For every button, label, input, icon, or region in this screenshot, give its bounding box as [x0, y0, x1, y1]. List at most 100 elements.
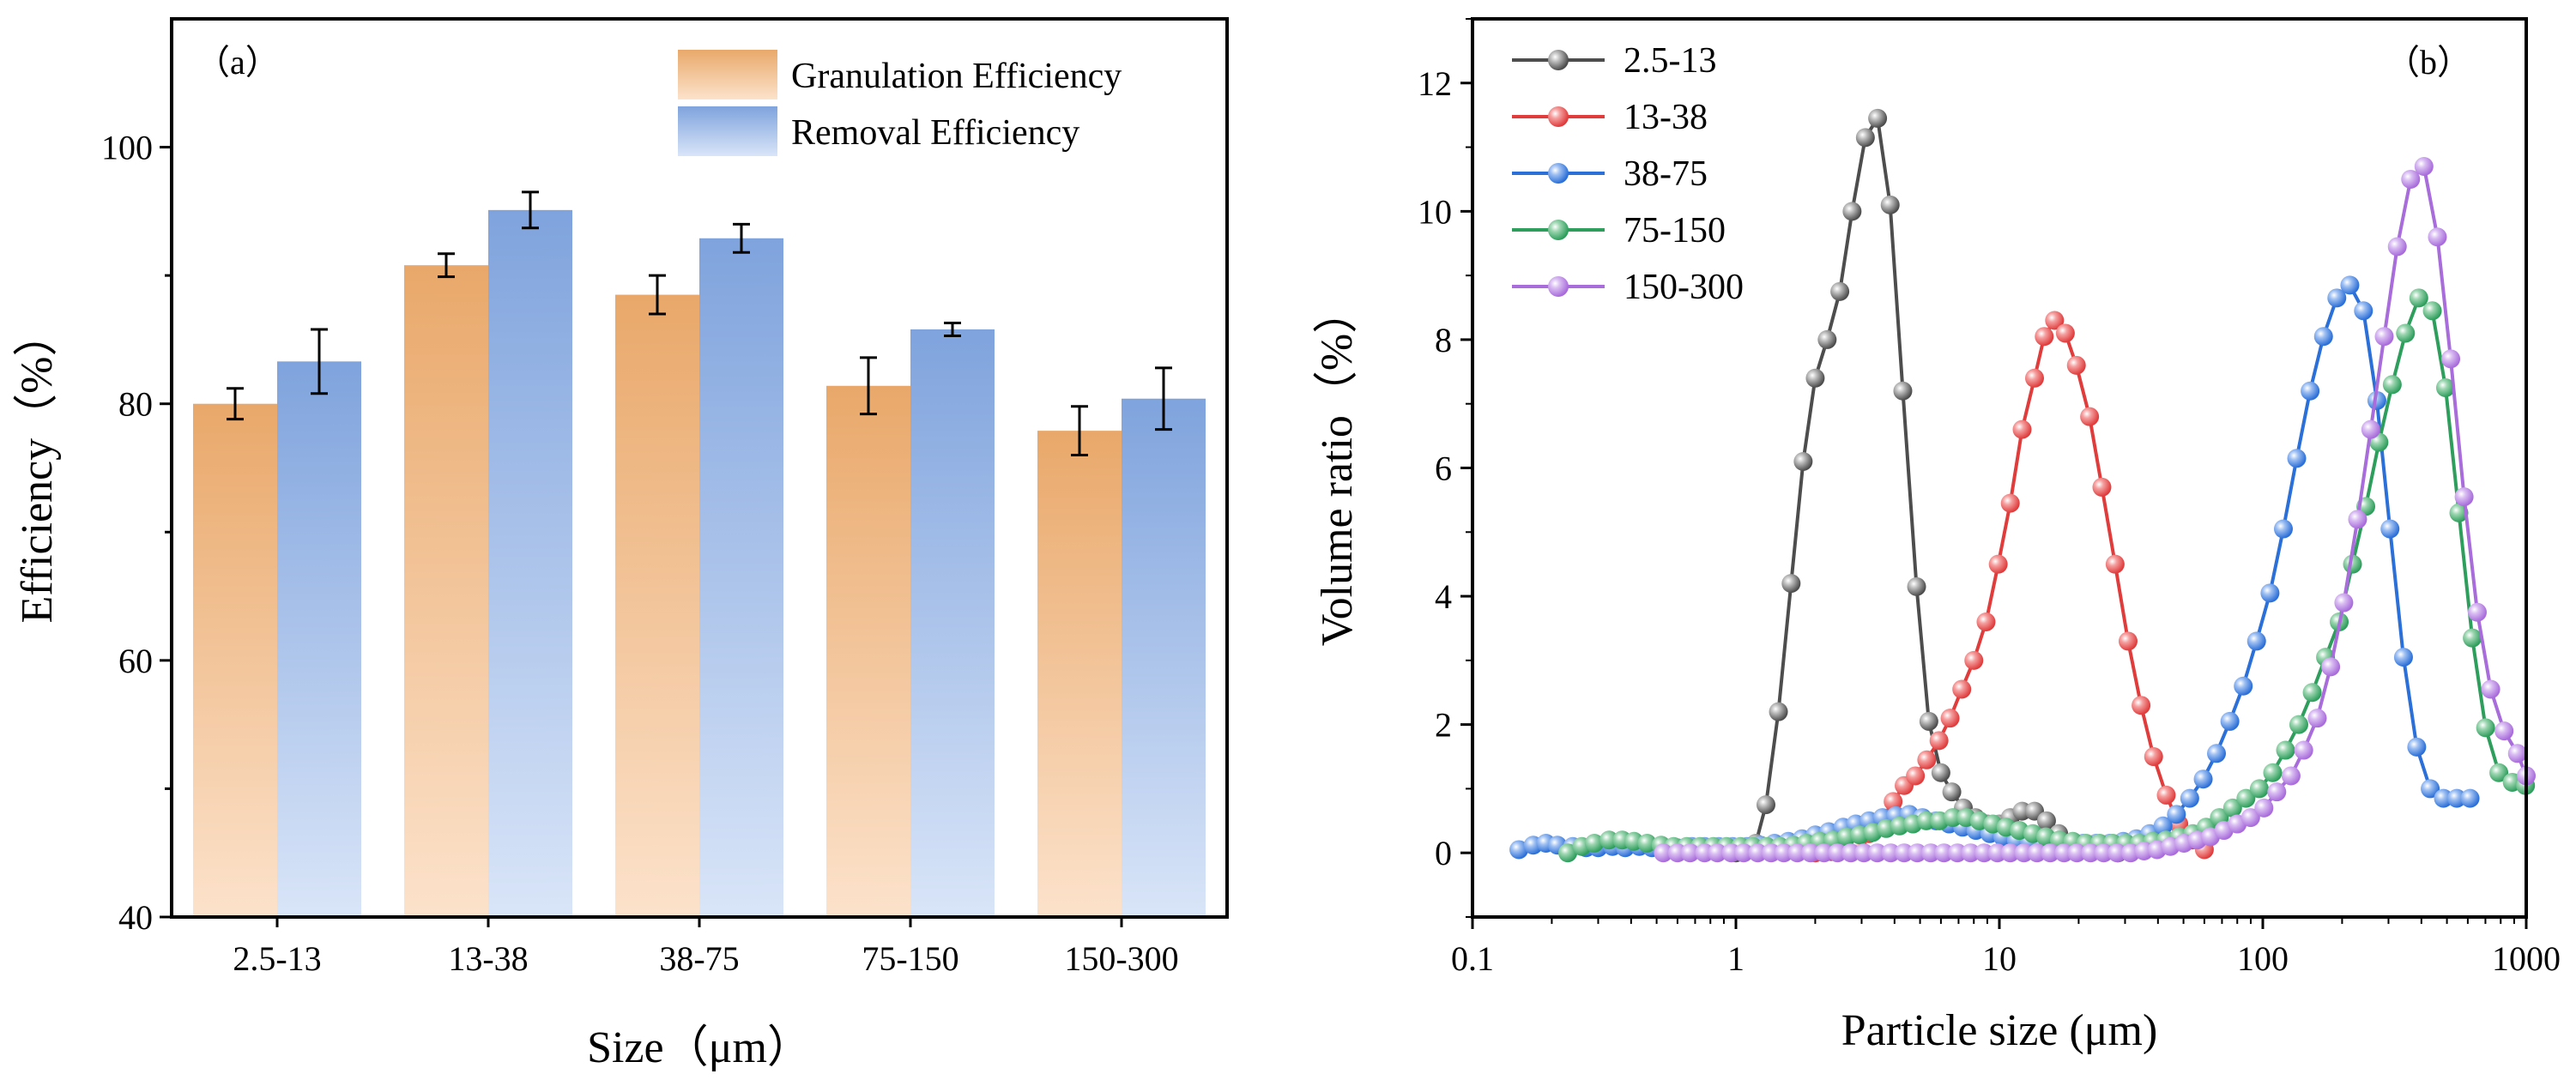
data-point-150-300	[2000, 843, 2020, 863]
legend-marker-75-150	[1548, 220, 1569, 240]
error-bar-granulation-13-38	[438, 252, 455, 279]
bar-removal-2.5-13	[277, 361, 361, 917]
data-point-38-75	[1509, 840, 1529, 860]
legend-label-150-300: 150-300	[1624, 268, 1744, 307]
panel-a-x-tick-label: 75-150	[862, 939, 958, 978]
data-point-38-75	[2220, 711, 2240, 731]
data-point-150-300	[2254, 798, 2274, 817]
panel-b-y-axis-title: Volume ratio（%）	[1313, 289, 1362, 646]
data-point-13-38	[1929, 731, 1949, 751]
panel-b-label: （b）	[2386, 43, 2471, 81]
data-point-13-38	[2024, 368, 2044, 388]
data-point-13-38	[1884, 792, 1903, 811]
data-point-38-75	[2327, 288, 2347, 308]
legend-label-granulation: Granulation Efficiency	[791, 57, 1122, 96]
legend-swatch-removal	[678, 106, 777, 156]
data-point-75-150	[2249, 779, 2269, 799]
data-point-13-38	[1917, 750, 1937, 769]
panel-a-bars	[193, 209, 1206, 918]
legend-label-removal: Removal Efficiency	[791, 113, 1079, 153]
error-bar-granulation-2.5-13	[227, 387, 244, 421]
data-point-75-150	[1558, 843, 1578, 863]
data-point-150-300	[2014, 843, 2034, 863]
data-point-38-75	[2393, 648, 2413, 667]
data-point-150-300	[2414, 157, 2434, 177]
panel-a-y-tick-label: 40	[118, 898, 153, 937]
data-point-38-75	[2153, 816, 2173, 836]
data-point-2.5-13	[1781, 574, 1801, 594]
error-bar-granulation-150-300	[1071, 405, 1088, 457]
panel-a-legend: Granulation Efficiency Removal Efficienc…	[678, 50, 1122, 156]
data-point-2.5-13	[2036, 811, 2056, 830]
data-point-75-150	[2302, 683, 2322, 703]
data-point-75-150	[2222, 798, 2242, 817]
data-point-150-300	[2041, 843, 2060, 863]
data-point-38-75	[2260, 583, 2280, 603]
panel-b-legend: 2.5-13 13-38 38-75 75-150 150-300	[1512, 41, 1744, 307]
panel-a-label: （a）	[196, 43, 280, 81]
panel-b-x-tick-label: 1000	[2492, 939, 2561, 978]
data-point-38-75	[2407, 737, 2427, 757]
panel-a-x-tick-label: 38-75	[659, 939, 739, 978]
data-point-150-300	[2507, 744, 2527, 763]
data-point-150-300	[1934, 843, 1954, 863]
data-point-2.5-13	[1769, 702, 1788, 721]
panel-b-y-tick-label: 8	[1435, 321, 1452, 359]
data-point-150-300	[1895, 843, 1914, 863]
data-point-75-150	[1599, 830, 1619, 850]
legend-entry-75-150: 75-150	[1512, 211, 1726, 250]
data-point-150-300	[2107, 843, 2127, 863]
panel-b-y-tick-label: 4	[1435, 577, 1452, 616]
data-point-38-75	[2447, 788, 2467, 808]
error-bar-removal-13-38	[522, 190, 539, 230]
data-point-75-150	[2476, 718, 2495, 738]
data-point-150-300	[1867, 843, 1887, 863]
data-point-150-300	[2441, 349, 2461, 369]
legend-label-38-75: 38-75	[1624, 154, 1708, 194]
data-point-38-75	[2207, 744, 2227, 763]
data-point-2.5-13	[1842, 202, 1862, 221]
data-point-150-300	[1841, 843, 1860, 863]
series-line-75-150	[1567, 294, 2526, 855]
error-bar-removal-75-150	[944, 321, 961, 337]
series-line-2.5-13	[1735, 113, 2119, 855]
data-point-38-75	[2287, 449, 2307, 468]
legend-entry-150-300: 150-300	[1512, 268, 1744, 307]
panel-a-x-tick-label: 13-38	[448, 939, 528, 978]
data-point-2.5-13	[1805, 368, 1825, 388]
data-point-13-38	[2118, 631, 2138, 651]
data-point-13-38	[2144, 747, 2163, 767]
data-point-38-75	[2421, 779, 2440, 799]
panel-b-y-tick-label: 12	[1418, 64, 1452, 103]
data-point-2.5-13	[1942, 782, 1962, 802]
error-bar-removal-2.5-13	[311, 328, 328, 395]
panel-a-bar-chart: 2.5-13 13-38 38-75 75-150 150-300 40 60 80 100 （…	[13, 17, 1229, 1072]
data-point-150-300	[2094, 843, 2113, 863]
data-point-75-150	[2396, 323, 2416, 343]
data-point-13-38	[1906, 766, 1926, 786]
data-point-150-300	[1734, 843, 1754, 863]
data-point-75-150	[2489, 763, 2509, 782]
panel-b-axes: 0.1 1 10 100 1000 0 2 4 6 8 10 12	[1418, 18, 2561, 978]
data-point-13-38	[1940, 709, 1960, 728]
bar-granulation-2.5-13	[193, 403, 277, 917]
data-point-75-150	[1637, 833, 1657, 853]
data-point-38-75	[2354, 301, 2373, 321]
data-point-75-150	[2276, 740, 2295, 760]
data-point-150-300	[2387, 237, 2407, 256]
panel-a-y-axis-title: Efficiency（%）	[13, 312, 62, 624]
data-point-150-300	[1654, 843, 1673, 863]
data-point-13-38	[2105, 554, 2125, 574]
panel-a-y-tick-label: 60	[118, 642, 153, 680]
data-point-150-300	[1881, 843, 1901, 863]
data-point-13-38	[1988, 554, 2008, 574]
data-point-2.5-13	[1756, 795, 1775, 815]
data-point-150-300	[2348, 510, 2367, 529]
data-point-150-300	[2240, 808, 2260, 828]
bar-granulation-38-75	[615, 294, 699, 917]
data-point-13-38	[2092, 477, 2112, 497]
data-point-13-38	[2080, 407, 2100, 426]
panel-b-y-tick-label: 2	[1435, 706, 1452, 745]
data-point-150-300	[1680, 843, 1700, 863]
